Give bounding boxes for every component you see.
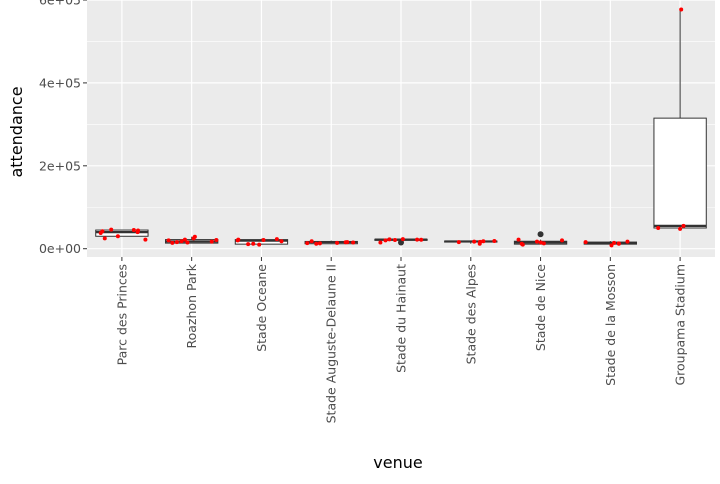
data-point [170,240,175,245]
data-point [100,229,105,234]
data-point [383,238,388,243]
x-tick-label: Stade Auguste-Delaune II [324,264,339,423]
y-tick-label: 0e+00 [39,241,81,256]
data-point [251,241,256,246]
data-point [305,241,310,246]
data-point [681,223,686,228]
data-point [274,237,279,242]
data-point [279,239,284,244]
data-point [378,240,383,245]
box-2 [234,238,289,245]
data-point [131,228,136,233]
data-point [185,240,190,245]
x-tick-label: Stade Oceane [254,264,269,352]
y-axis: 0e+00 2e+05 4e+05 6e+05 [39,0,87,256]
data-point [351,240,356,245]
data-point [609,243,614,248]
box-5 [444,240,498,244]
data-point [625,239,630,244]
x-axis: Parc des Princes Roazhon Park Stade Oceane… [114,257,688,423]
x-tick-label: Stade des Alpes [463,264,478,364]
box-iqr [653,117,707,229]
x-axis-title: venue [373,453,422,472]
data-point [182,237,187,242]
y-tick-label: 2e+05 [39,158,81,173]
data-point [214,238,219,243]
x-tick-label: Parc des Princes [114,264,129,365]
data-point [656,225,661,230]
data-point [520,242,525,247]
data-point [191,236,196,241]
x-tick-label: Roazhon Park [184,263,199,348]
data-point [179,239,184,244]
data-point [102,236,107,241]
data-point [679,7,684,12]
x-tick-label: Stade de Nice [533,264,548,351]
data-point [317,241,322,246]
data-point [314,241,319,246]
data-point [534,239,539,244]
data-point [538,240,543,245]
data-point [492,239,497,244]
data-point [261,238,266,243]
data-point [678,226,683,231]
outlier-point [537,231,544,238]
data-point [109,227,114,232]
data-point [400,237,405,242]
data-point [335,240,340,245]
data-point [415,237,420,242]
data-point [541,241,546,246]
x-tick-label: Stade de la Mosson [603,264,618,386]
data-point [456,240,461,245]
x-tick-label: Stade du Hainaut [394,264,409,373]
data-point [135,230,140,235]
box-1 [165,236,219,244]
data-point [477,241,482,246]
point-layer [98,7,686,248]
box-8 [653,9,707,229]
data-point [387,237,392,242]
data-point [343,240,348,245]
data-point [616,241,621,246]
data-point [115,234,120,239]
data-point [309,239,314,244]
data-point [257,242,262,247]
data-point [166,238,171,243]
data-point [516,237,521,242]
data-point [174,240,179,245]
data-point [583,240,588,245]
data-point [209,239,214,244]
data-point [612,240,617,245]
data-point [472,239,477,244]
y-tick-label: 6e+05 [39,0,81,8]
data-point [235,238,240,243]
data-point [481,239,486,244]
y-tick-label: 4e+05 [39,75,81,90]
data-point [246,242,251,247]
data-point [143,237,148,242]
data-point [560,238,565,243]
data-point [419,237,424,242]
y-axis-title: attendance [7,86,26,177]
data-point [392,238,397,243]
x-tick-label: Groupama Stadium [673,264,688,386]
